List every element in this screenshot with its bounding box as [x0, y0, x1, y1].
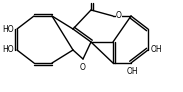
Text: HO: HO [2, 46, 14, 54]
Text: OH: OH [151, 46, 163, 54]
Text: HO: HO [2, 24, 14, 33]
Text: O: O [116, 12, 122, 21]
Text: O: O [80, 63, 86, 72]
Text: OH: OH [126, 67, 138, 76]
